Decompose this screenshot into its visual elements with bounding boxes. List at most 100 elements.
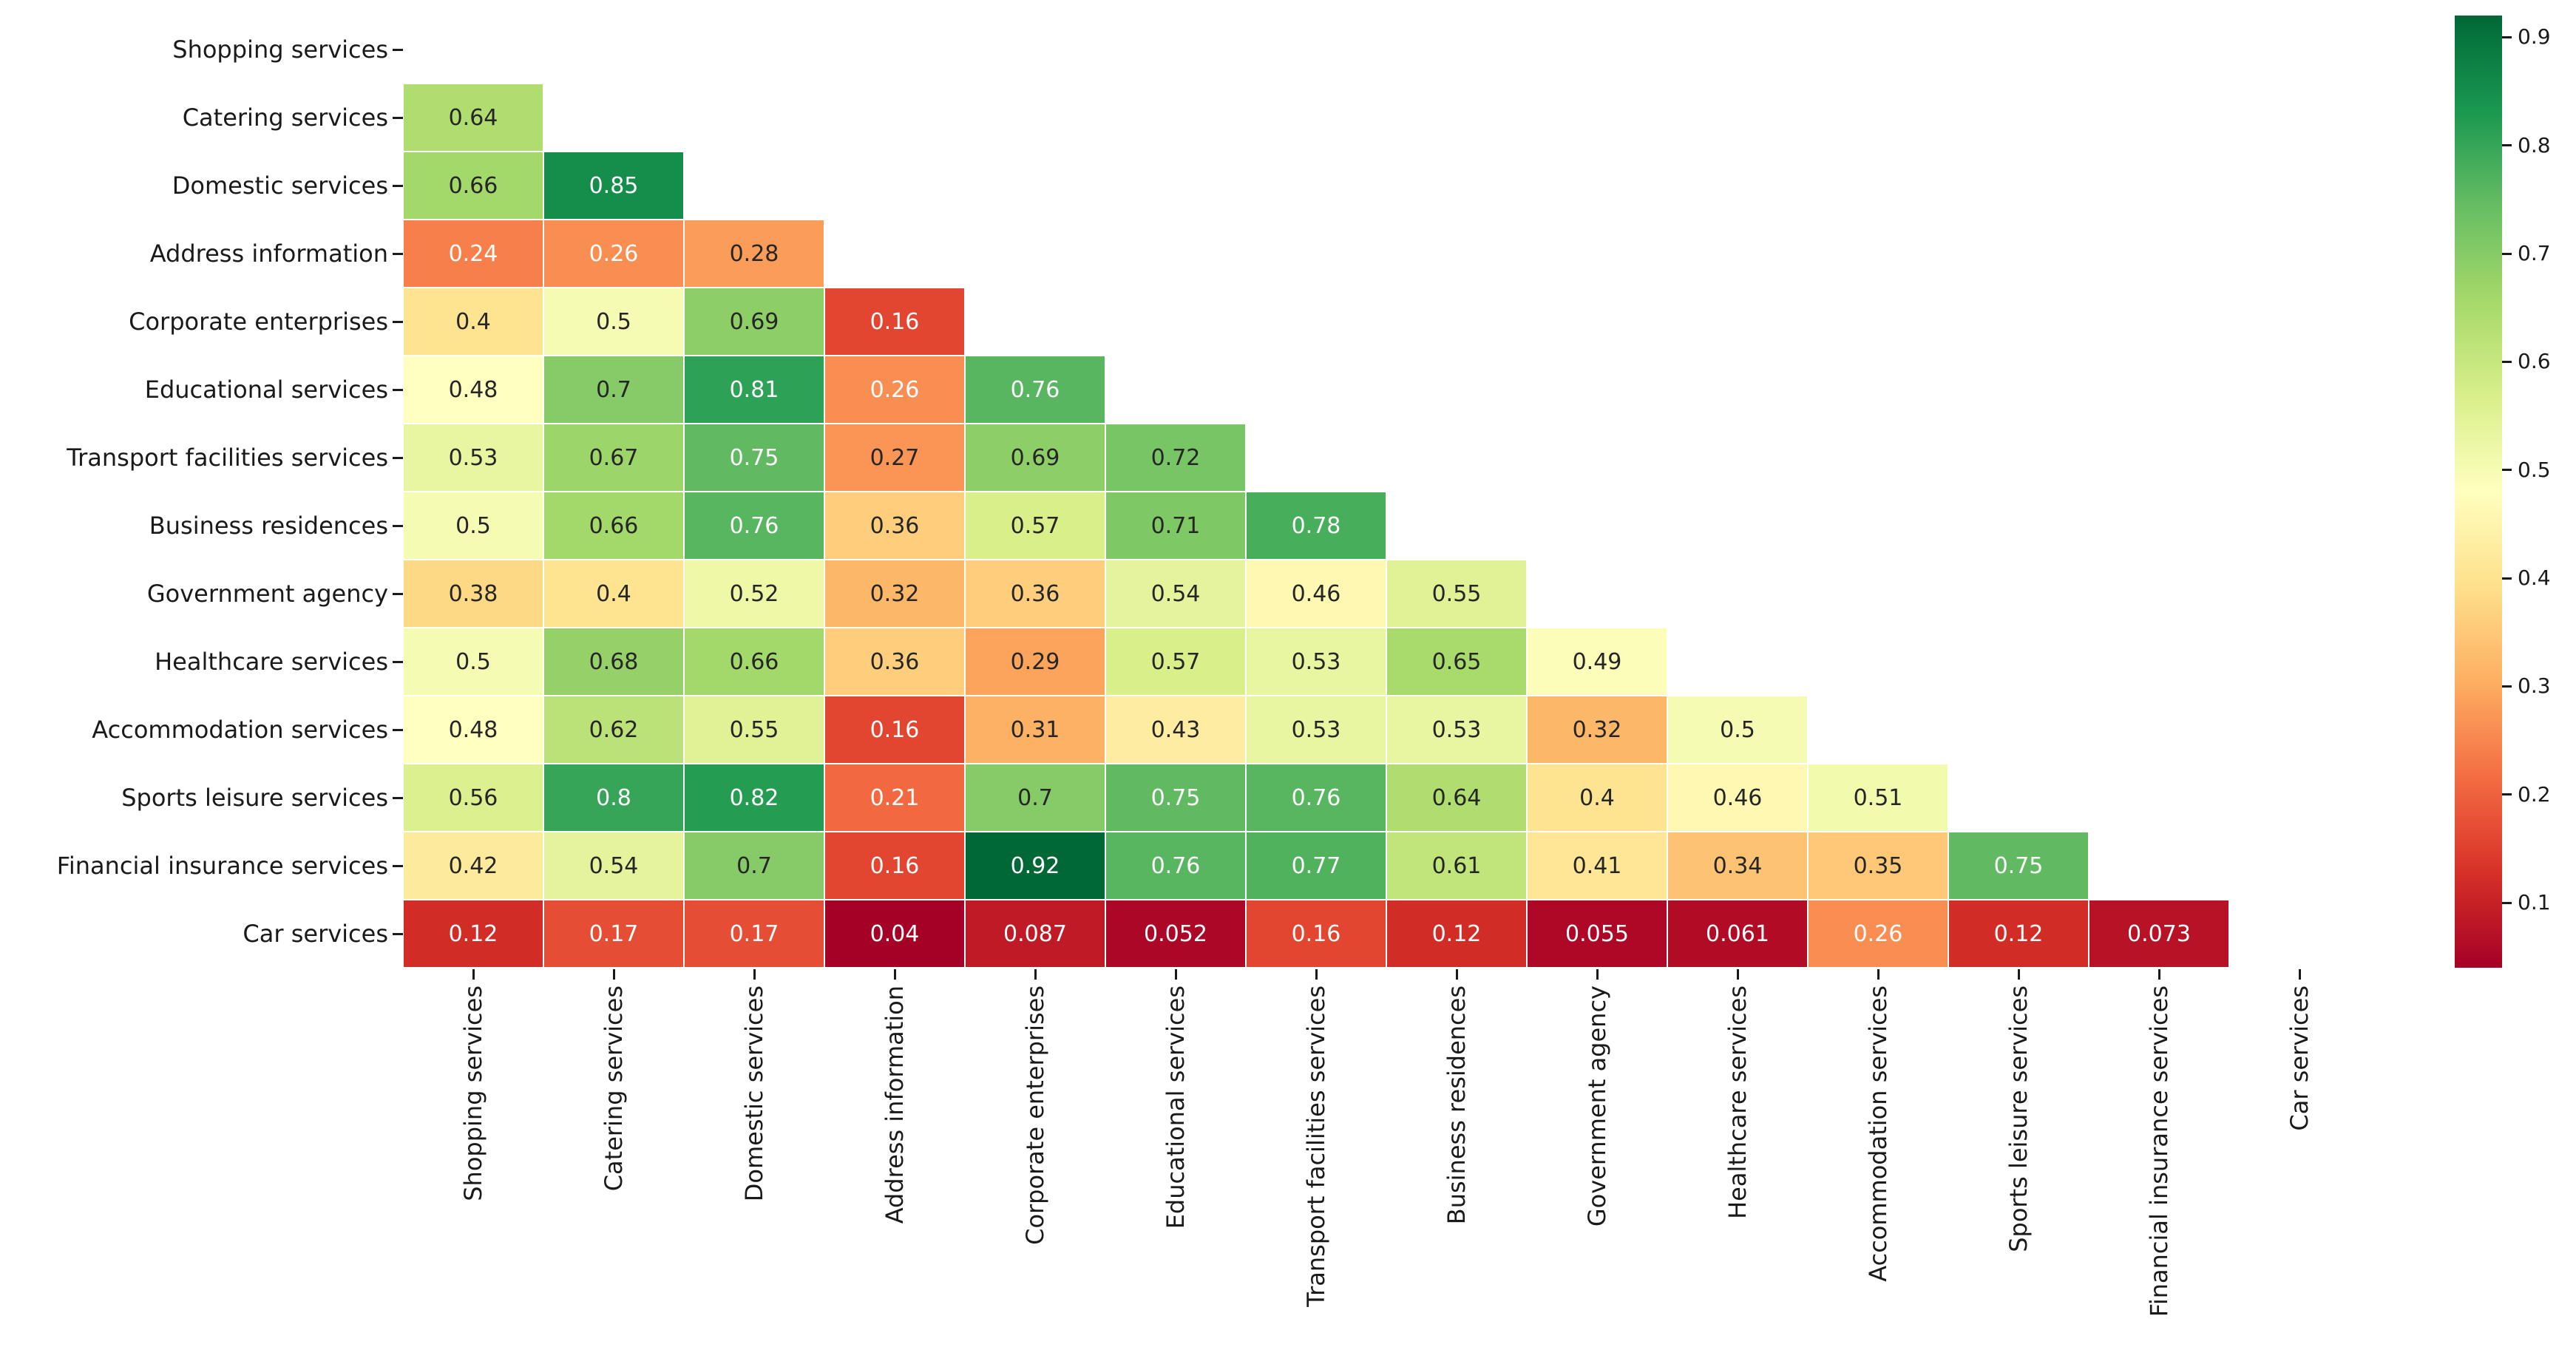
heatmap-cell: 0.75 [1948, 832, 2089, 900]
x-axis-label: Business residences [1443, 985, 1471, 1225]
heatmap-cell: 0.34 [1667, 832, 1808, 900]
heatmap-cell: 0.52 [684, 560, 824, 628]
heatmap-cell: 0.42 [403, 832, 543, 900]
heatmap-cell: 0.57 [965, 492, 1105, 560]
heatmap-cell: 0.5 [1667, 696, 1808, 764]
heatmap-cell: 0.28 [684, 220, 824, 288]
y-axis-label: Educational services [144, 376, 388, 404]
x-tick-mark [2298, 969, 2301, 980]
heatmap-cell: 0.27 [824, 424, 965, 492]
y-axis-label: Shopping services [172, 35, 388, 64]
heatmap-cell: 0.4 [403, 288, 543, 356]
x-axis-label: Address information [881, 985, 909, 1224]
x-axis-label: Shopping services [459, 985, 487, 1201]
colorbar-tick-label: 0.1 [2518, 890, 2551, 915]
heatmap-cell: 0.82 [684, 764, 824, 832]
heatmap-cell: 0.16 [824, 832, 965, 900]
x-tick-mark [1736, 969, 1739, 980]
heatmap-cell: 0.54 [543, 832, 684, 900]
heatmap-cell: 0.67 [543, 424, 684, 492]
heatmap-cell: 0.77 [1246, 832, 1386, 900]
heatmap-cell: 0.72 [1105, 424, 1246, 492]
heatmap-cell: 0.36 [824, 492, 965, 560]
colorbar-tick-label: 0.9 [2518, 24, 2551, 50]
heatmap-cell: 0.76 [1246, 764, 1386, 832]
heatmap-cell: 0.26 [1808, 900, 1948, 968]
heatmap-cell: 0.76 [1105, 832, 1246, 900]
heatmap-cell: 0.81 [684, 356, 824, 424]
heatmap-cell: 0.53 [1386, 696, 1527, 764]
x-axis-label: Government agency [1583, 985, 1611, 1227]
heatmap-cell: 0.55 [684, 696, 824, 764]
heatmap-cell: 0.54 [1105, 560, 1246, 628]
heatmap-cell: 0.75 [1105, 764, 1246, 832]
colorbar-tick-mark [2502, 685, 2512, 688]
heatmap-cell: 0.17 [543, 900, 684, 968]
heatmap-cell: 0.17 [684, 900, 824, 968]
x-tick-mark [2017, 969, 2020, 980]
y-axis-label: Catering services [182, 104, 388, 132]
y-tick-mark [393, 116, 403, 119]
heatmap-cell: 0.65 [1386, 628, 1527, 696]
heatmap-cell: 0.69 [684, 288, 824, 356]
colorbar-tick-label: 0.2 [2518, 781, 2551, 807]
colorbar-tick-mark [2502, 793, 2512, 796]
heatmap-cell: 0.21 [824, 764, 965, 832]
colorbar-tick-mark [2502, 577, 2512, 580]
heatmap-cell: 0.5 [543, 288, 684, 356]
x-tick-mark [2158, 969, 2160, 980]
x-tick-mark [1034, 969, 1037, 980]
heatmap-cell: 0.24 [403, 220, 543, 288]
x-axis-label: Car services [2285, 985, 2314, 1131]
heatmap-cell: 0.92 [965, 832, 1105, 900]
x-tick-mark [612, 969, 615, 980]
heatmap-cell: 0.36 [824, 628, 965, 696]
colorbar-tick-mark [2502, 469, 2512, 472]
x-axis-label: Corporate enterprises [1021, 985, 1049, 1245]
heatmap-cell: 0.36 [965, 560, 1105, 628]
heatmap-cell: 0.55 [1386, 560, 1527, 628]
y-axis-label: Sports leisure services [121, 784, 388, 812]
heatmap-cell: 0.56 [403, 764, 543, 832]
heatmap-cell: 0.62 [543, 696, 684, 764]
heatmap-cell: 0.4 [1527, 764, 1667, 832]
heatmap-cell: 0.61 [1386, 832, 1527, 900]
heatmap-cell: 0.71 [1105, 492, 1246, 560]
heatmap-cell: 0.31 [965, 696, 1105, 764]
x-tick-mark [1596, 969, 1599, 980]
heatmap-cell: 0.16 [1246, 900, 1386, 968]
colorbar-tick-label: 0.7 [2518, 241, 2551, 265]
heatmap-cell: 0.76 [684, 492, 824, 560]
y-tick-mark [393, 388, 403, 391]
colorbar-gradient [2455, 16, 2502, 968]
y-axis-label: Address information [149, 240, 388, 268]
heatmap-cell: 0.57 [1105, 628, 1246, 696]
heatmap-cell: 0.53 [1246, 696, 1386, 764]
colorbar-tick-mark [2502, 252, 2512, 255]
x-tick-mark [753, 969, 756, 980]
heatmap-cell: 0.04 [824, 900, 965, 968]
y-tick-mark [393, 660, 403, 663]
x-axis-label: Domestic services [740, 985, 768, 1202]
heatmap-cell: 0.68 [543, 628, 684, 696]
x-axis-label: Healthcare services [1723, 985, 1752, 1219]
colorbar-tick-mark [2502, 144, 2512, 147]
y-axis-label: Government agency [146, 580, 388, 608]
y-axis-label: Healthcare services [155, 648, 388, 676]
heatmap-cell: 0.7 [965, 764, 1105, 832]
colorbar-tick-label: 0.8 [2518, 132, 2551, 157]
heatmap-cell: 0.32 [1527, 696, 1667, 764]
y-axis-label: Car services [243, 920, 388, 948]
x-tick-mark [1455, 969, 1458, 980]
heatmap-cell: 0.16 [824, 696, 965, 764]
y-axis-label: Financial insurance services [56, 852, 388, 880]
heatmap-cell: 0.061 [1667, 900, 1808, 968]
heatmap-cell: 0.26 [543, 220, 684, 288]
heatmap-cell: 0.7 [543, 356, 684, 424]
x-axis-label: Transport facilities services [1302, 985, 1330, 1307]
heatmap-cell: 0.087 [965, 900, 1105, 968]
colorbar-tick-mark [2502, 901, 2512, 904]
y-axis-label: Corporate enterprises [129, 308, 388, 336]
heatmap-cell: 0.66 [403, 152, 543, 220]
heatmap-cell: 0.76 [965, 356, 1105, 424]
